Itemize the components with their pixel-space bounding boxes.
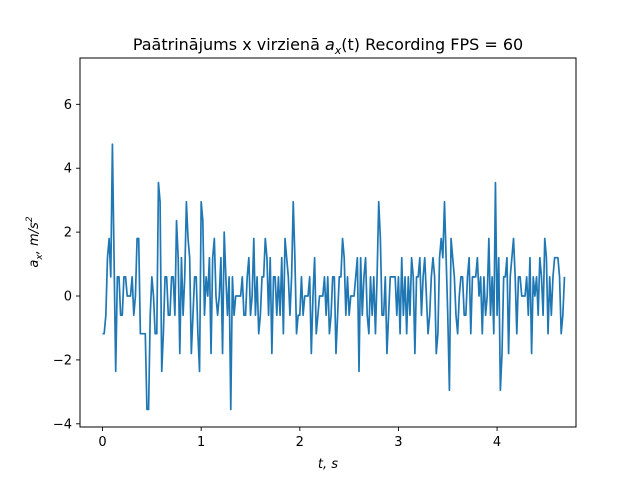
x-tick-label: 1 — [197, 435, 205, 450]
x-tick-label: 3 — [394, 435, 402, 450]
x-axis-label: t, s — [318, 457, 338, 472]
x-axis: 0 1 2 3 4 — [98, 427, 501, 450]
chart-title: Paātrinājums x virzienā ax(t) Recording … — [133, 35, 523, 57]
plot-area — [102, 143, 566, 411]
x-tick-label: 2 — [296, 435, 304, 450]
y-tick-label: 6 — [64, 98, 72, 113]
x-tick-label: 4 — [493, 435, 501, 450]
y-axis: −4 −2 0 2 4 6 — [53, 98, 80, 432]
x-tick-label: 0 — [98, 435, 106, 450]
y-tick-label: 4 — [64, 162, 72, 177]
series-line-0 — [102, 143, 566, 411]
y-tick-label: 0 — [64, 290, 72, 305]
y-tick-label: −2 — [53, 353, 72, 368]
axes-frame — [79, 57, 577, 428]
y-tick-label: 2 — [64, 226, 72, 241]
y-tick-label: −4 — [53, 417, 72, 432]
y-axis-label: ax, m/s2 — [25, 216, 45, 267]
